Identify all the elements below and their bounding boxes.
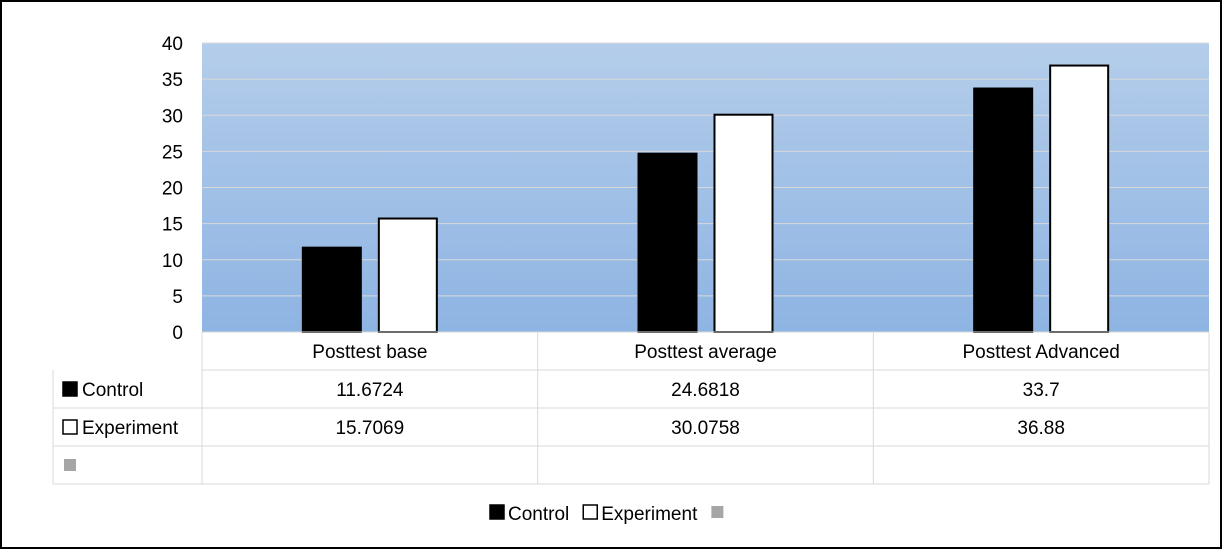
row-label: Experiment bbox=[82, 418, 179, 439]
y-tick-label: 5 bbox=[172, 287, 183, 308]
bar-control bbox=[637, 152, 698, 333]
y-tick-label: 35 bbox=[162, 70, 183, 91]
bar-experiment bbox=[377, 217, 438, 334]
y-tick-label: 40 bbox=[162, 34, 183, 55]
bar-experiment bbox=[713, 113, 774, 333]
legend-experiment-icon bbox=[582, 504, 598, 520]
bars bbox=[301, 64, 1110, 334]
bar-control bbox=[973, 87, 1034, 333]
y-tick-label: 15 bbox=[162, 215, 183, 236]
legend-control-icon bbox=[489, 504, 505, 520]
legend-key-extra-icon bbox=[64, 459, 76, 471]
row-label: Control bbox=[82, 380, 143, 401]
data-value: 11.6724 bbox=[336, 380, 404, 401]
y-tick-label: 25 bbox=[162, 142, 183, 163]
category-label: Posttest average bbox=[634, 342, 777, 363]
category-label: Posttest base bbox=[312, 342, 427, 363]
data-value: 36.88 bbox=[1017, 418, 1065, 439]
bar-experiment bbox=[1049, 64, 1110, 334]
y-tick-label: 10 bbox=[162, 251, 183, 272]
legend-key-experiment-icon bbox=[62, 419, 78, 435]
data-table: Posttest base Posttest average Posttest Ad… bbox=[52, 331, 1210, 485]
y-tick-label: 20 bbox=[162, 179, 183, 200]
data-value: 30.0758 bbox=[671, 418, 740, 439]
y-tick-label: 30 bbox=[162, 106, 183, 127]
plot-area bbox=[202, 42, 1209, 332]
y-tick-label: 0 bbox=[172, 323, 183, 344]
data-value: 15.7069 bbox=[335, 418, 404, 439]
bar-control bbox=[301, 246, 362, 334]
legend: Control Experiment bbox=[489, 504, 724, 525]
legend-label: Control bbox=[508, 504, 569, 525]
y-axis: 0 5 10 15 20 25 30 35 40 bbox=[162, 34, 183, 344]
legend-label: Experiment bbox=[601, 504, 698, 525]
category-label: Posttest Advanced bbox=[962, 342, 1119, 363]
data-value: 33.7 bbox=[1023, 380, 1060, 401]
legend-extra-icon bbox=[711, 506, 724, 518]
legend-key-control-icon bbox=[62, 381, 78, 397]
data-value: 24.6818 bbox=[671, 380, 740, 401]
